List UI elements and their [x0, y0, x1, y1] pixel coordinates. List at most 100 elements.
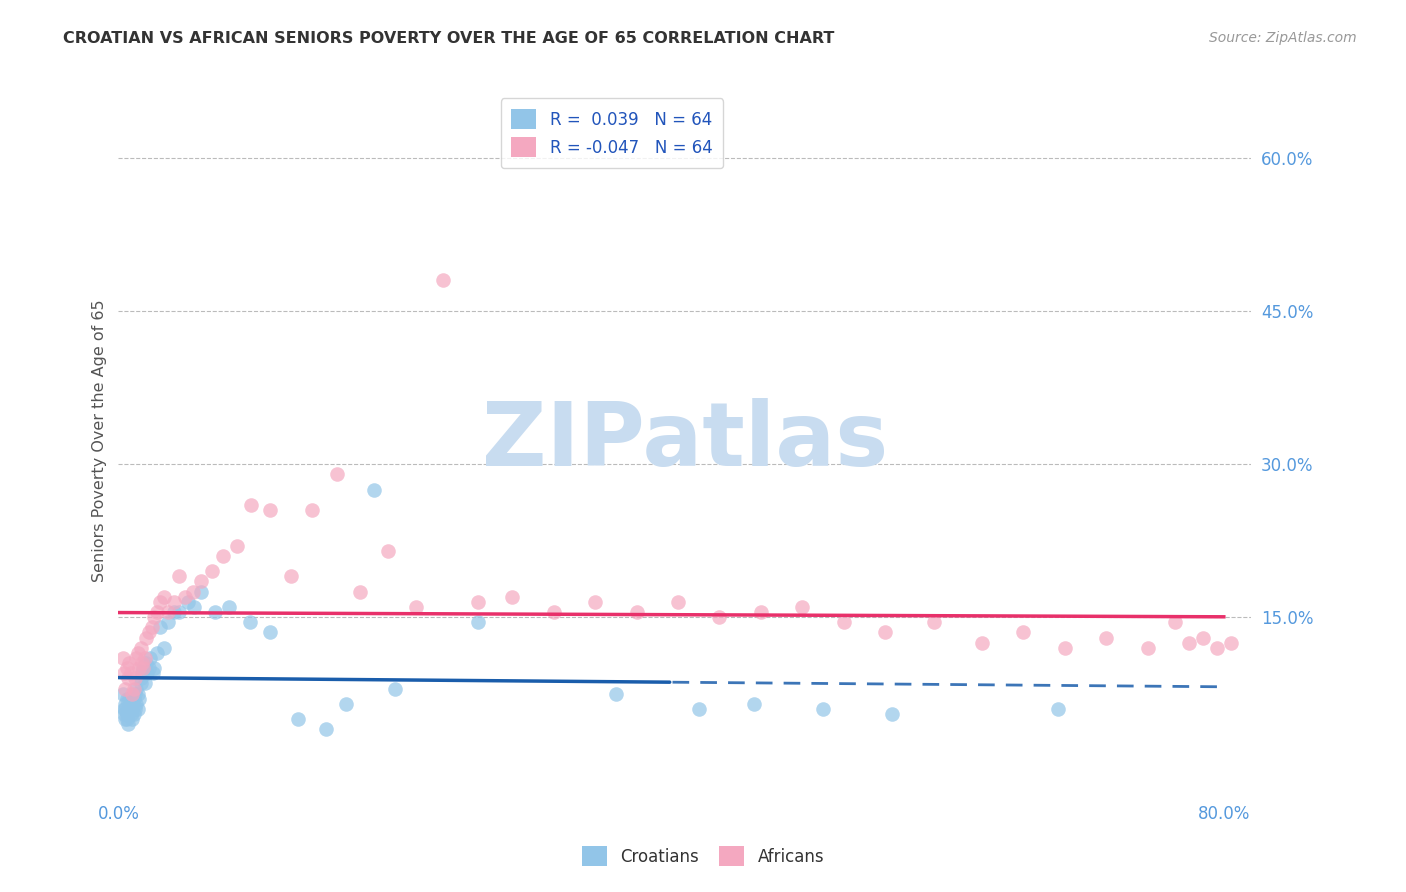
Point [280, 569, 302, 583]
Point [114, 681, 136, 696]
Point [605, 687, 627, 701]
Point [129, 676, 152, 690]
Point [181, 584, 204, 599]
Point [121, 702, 143, 716]
Point [405, 599, 427, 614]
Point [583, 595, 606, 609]
Point [183, 599, 205, 614]
Point [121, 712, 143, 726]
Point [875, 625, 897, 640]
Point [157, 605, 180, 619]
Point [226, 539, 249, 553]
Point [970, 635, 993, 649]
Point [112, 666, 135, 681]
Point [1012, 625, 1035, 640]
Point [124, 687, 146, 701]
Point [111, 687, 134, 701]
Point [190, 584, 212, 599]
Point [139, 651, 162, 665]
Point [111, 651, 134, 665]
Point [259, 503, 281, 517]
Point [163, 605, 186, 619]
Point [543, 605, 565, 619]
Point [135, 656, 157, 670]
Point [114, 702, 136, 716]
Point [153, 640, 176, 655]
Point [167, 569, 190, 583]
Point [811, 702, 834, 716]
Point [117, 717, 139, 731]
Text: CROATIAN VS AFRICAN SENIORS POVERTY OVER THE AGE OF 65 CORRELATION CHART: CROATIAN VS AFRICAN SENIORS POVERTY OVER… [63, 31, 835, 46]
Point [176, 595, 198, 609]
Point [190, 574, 212, 589]
Point [112, 707, 135, 722]
Point [1095, 631, 1118, 645]
Point [467, 615, 489, 630]
Point [114, 712, 136, 726]
Point [1046, 702, 1069, 716]
Point [163, 595, 186, 609]
Point [125, 681, 148, 696]
Point [146, 605, 169, 619]
Point [167, 605, 190, 619]
Point [128, 661, 150, 675]
Point [124, 702, 146, 716]
Text: ZIPatlas: ZIPatlas [482, 398, 889, 484]
Text: Source: ZipAtlas.com: Source: ZipAtlas.com [1209, 31, 1357, 45]
Point [117, 672, 139, 686]
Point [131, 656, 153, 670]
Point [138, 661, 160, 675]
Point [125, 651, 148, 665]
Point [115, 661, 138, 675]
Point [117, 707, 139, 722]
Point [363, 483, 385, 497]
Point [240, 498, 263, 512]
Point [301, 503, 323, 517]
Point [149, 595, 172, 609]
Point [1206, 640, 1229, 655]
Point [127, 702, 149, 716]
Point [117, 702, 139, 716]
Point [115, 691, 138, 706]
Point [118, 702, 141, 716]
Point [127, 646, 149, 660]
Point [201, 564, 224, 578]
Point [135, 631, 157, 645]
Point [749, 605, 772, 619]
Point [138, 625, 160, 640]
Point [1219, 635, 1241, 649]
Point [143, 661, 166, 675]
Point [132, 661, 155, 675]
Point [626, 605, 648, 619]
Point [832, 615, 855, 630]
Point [377, 543, 399, 558]
Point [204, 605, 226, 619]
Point [501, 590, 523, 604]
Point [124, 672, 146, 686]
Point [922, 615, 945, 630]
Point [134, 676, 156, 690]
Point [384, 681, 406, 696]
Point [143, 610, 166, 624]
Legend: R =  0.039   N = 64, R = -0.047   N = 64: R = 0.039 N = 64, R = -0.047 N = 64 [501, 98, 724, 168]
Point [142, 666, 165, 681]
Point [121, 687, 143, 701]
Point [742, 697, 765, 711]
Point [120, 697, 142, 711]
Point [239, 615, 262, 630]
Point [335, 697, 357, 711]
Point [115, 712, 138, 726]
Point [127, 687, 149, 701]
Point [141, 620, 163, 634]
Point [709, 610, 731, 624]
Point [132, 661, 155, 675]
Point [118, 656, 141, 670]
Point [666, 595, 689, 609]
Point [118, 691, 141, 706]
Point [792, 599, 814, 614]
Point [688, 702, 710, 716]
Point [1164, 615, 1187, 630]
Point [212, 549, 235, 563]
Point [120, 707, 142, 722]
Point [1178, 635, 1201, 649]
